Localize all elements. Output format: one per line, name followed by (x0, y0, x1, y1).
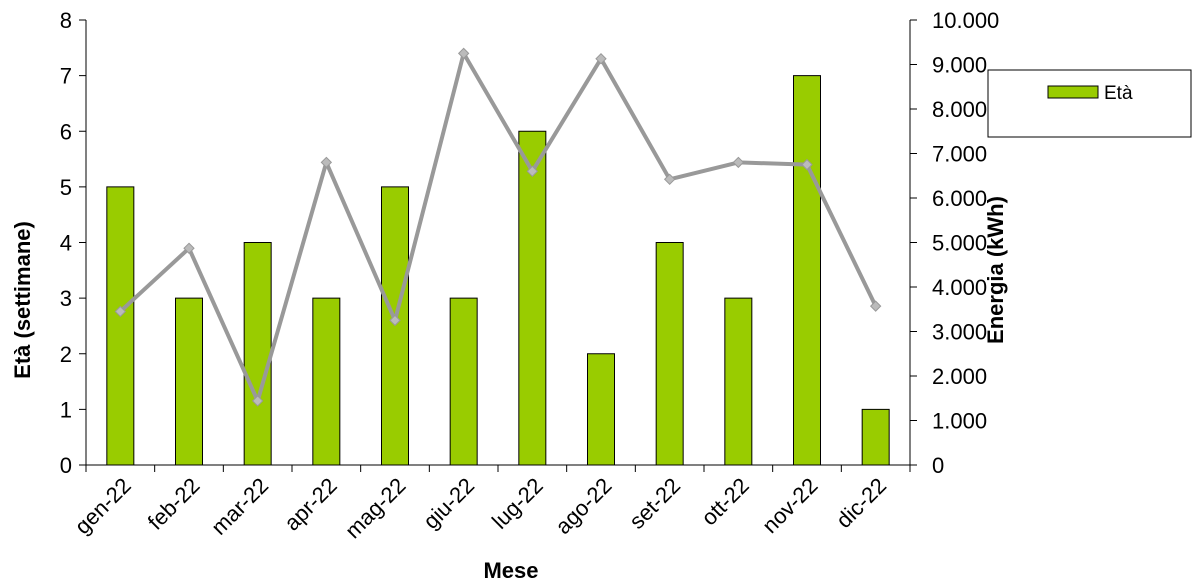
line-marker (183, 242, 195, 254)
x-tick-label: giu-22 (418, 473, 479, 534)
right-tick-label: 4.000 (932, 275, 987, 300)
x-axis-title: Mese (483, 558, 538, 583)
x-tick-label: ago-22 (550, 473, 616, 539)
left-tick-label: 7 (60, 64, 72, 89)
bar (449, 297, 478, 466)
bar (381, 186, 409, 466)
left-tick-label: 2 (60, 342, 72, 367)
line-marker (251, 395, 264, 407)
left-tick-label: 8 (60, 8, 72, 33)
left-tick-label: 6 (60, 119, 72, 144)
line-marker (801, 158, 813, 171)
bar (793, 75, 821, 466)
left-tick-label: 0 (60, 453, 72, 478)
x-tick-label: set-22 (624, 473, 685, 534)
left-y-axis: 0 1 2 3 4 5 6 7 8 (60, 8, 87, 478)
right-tick-label: 7.000 (932, 142, 987, 167)
x-tick-label: nov-22 (757, 473, 822, 538)
x-tick-label: gen-22 (70, 473, 136, 539)
x-tick-label: feb-22 (143, 473, 205, 535)
bar (861, 408, 890, 466)
y-axis-title: Età (settimane) (10, 221, 35, 379)
line-marker (114, 305, 127, 318)
line-marker (389, 314, 401, 327)
series-line (118, 51, 878, 403)
right-y-axis: 0 1.000 2.000 3.000 4.000 5.000 6.000 7.000 8.00… (909, 8, 999, 478)
left-tick-label: 1 (60, 397, 72, 422)
line-marker (663, 173, 676, 186)
line-marker (732, 156, 745, 169)
right-tick-label: 8.000 (932, 97, 987, 122)
line-marker (869, 300, 882, 312)
x-tick-label: lug-22 (487, 473, 548, 534)
bar (587, 353, 615, 466)
x-tick-label: dic-22 (831, 473, 891, 533)
right-tick-label: 10.000 (932, 8, 999, 33)
x-tick-label: mag-22 (340, 473, 410, 543)
x-tick-label: mar-22 (206, 473, 273, 540)
line-marker (595, 53, 607, 65)
line-series (114, 47, 882, 407)
x-tick-label: apr-22 (279, 473, 342, 536)
legend-box (987, 69, 1192, 138)
y2-axis-title: Energia (kWh) (983, 196, 1008, 344)
line-marker (457, 47, 470, 60)
bar (243, 242, 272, 466)
line-marker (526, 165, 539, 178)
right-tick-label: 6.000 (932, 186, 987, 211)
right-tick-label: 3.000 (932, 320, 987, 345)
bar (655, 242, 684, 466)
right-tick-label: 5.000 (932, 231, 987, 256)
line-marker (320, 156, 333, 169)
legend: Età (987, 69, 1192, 138)
bar (312, 297, 341, 466)
bar (724, 297, 753, 466)
legend-swatch (1047, 85, 1099, 99)
bar-series (106, 75, 890, 466)
legend-label: Età (1104, 83, 1133, 104)
left-tick-label: 3 (60, 286, 72, 311)
right-tick-label: 9.000 (932, 53, 987, 78)
bar (175, 297, 203, 466)
x-tick-label: ott-22 (696, 473, 753, 530)
right-tick-label: 2.000 (932, 364, 987, 389)
right-tick-label: 1.000 (932, 409, 987, 434)
bar (518, 130, 547, 466)
right-tick-label: 0 (932, 453, 944, 478)
left-tick-label: 5 (60, 175, 72, 200)
left-tick-label: 4 (60, 231, 72, 256)
bar (106, 186, 135, 466)
